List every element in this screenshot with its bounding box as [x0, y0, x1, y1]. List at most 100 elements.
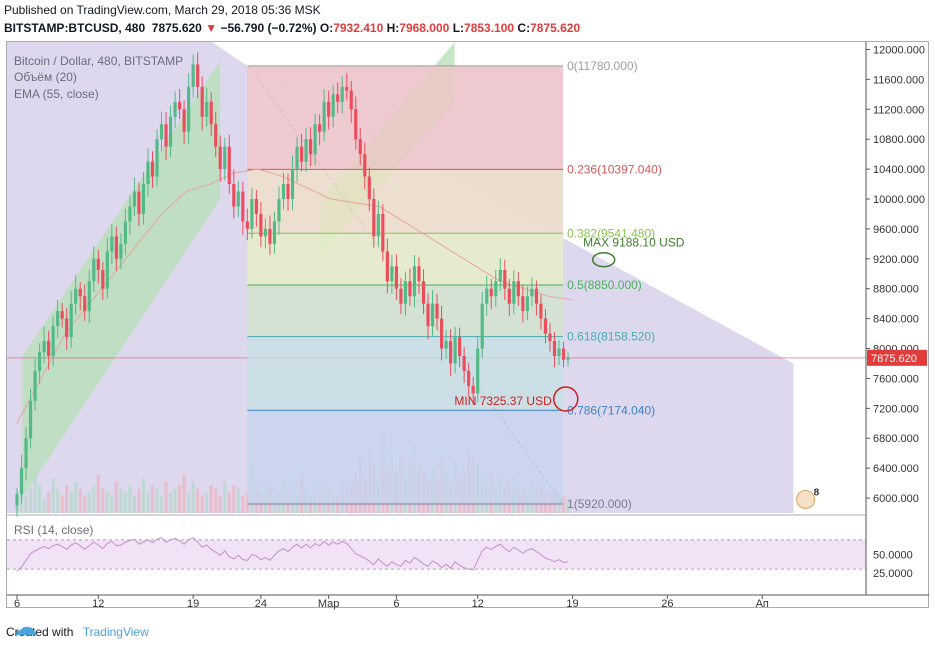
low-value: 7853.100 [464, 21, 515, 35]
rsi-band [7, 539, 866, 570]
max-annotation: MAX 9188.10 USD [583, 236, 685, 250]
candle-body [318, 124, 322, 132]
candle-body [421, 281, 426, 304]
candle-body [412, 266, 417, 297]
candle-body [403, 281, 408, 304]
candle-body [96, 258, 100, 271]
volume-bar [241, 495, 245, 513]
candle-body [476, 348, 480, 394]
x-axis-tick-label: 12 [92, 598, 104, 610]
candle-body [358, 139, 362, 155]
candle-body [394, 266, 398, 289]
y-axis-tick-label: 7600.000 [873, 373, 919, 385]
volume-bar [200, 495, 204, 513]
x-axis-tick-label: 26 [661, 598, 673, 610]
volume-bar [128, 485, 132, 513]
volume-bar [65, 485, 69, 513]
volume-bar [114, 481, 118, 513]
candle-body [191, 64, 195, 87]
candle-body [458, 337, 462, 356]
volume-bar [74, 481, 78, 513]
candle-body [566, 357, 570, 360]
candle-body [439, 318, 444, 349]
y-axis-tick-label: 12000.000 [873, 44, 925, 56]
volume-bar [155, 488, 159, 513]
y-axis-tick-label: 9600.000 [873, 224, 919, 236]
candle-body [516, 281, 520, 297]
volume-bar [105, 492, 109, 513]
high-label: H: [386, 21, 400, 35]
candle-body [281, 184, 286, 199]
candle-body [146, 161, 150, 185]
candle-body [254, 199, 258, 214]
candle-body [485, 288, 489, 304]
volume-bar [110, 495, 114, 513]
candle-body [214, 124, 218, 147]
candle-body [295, 146, 299, 170]
volume-bar [150, 485, 155, 513]
axis-layer: 6000.000 6400.000 6800.000 7200.000 7600.000… [7, 42, 929, 610]
candle-body [543, 318, 548, 334]
tradingview-logo-icon [16, 626, 37, 635]
rsi-pane: 25.0000 50.0000 [7, 537, 913, 580]
volume-bar [51, 478, 55, 513]
volume-bar [146, 492, 150, 513]
fib-level-label: 0.5(8850.000) [567, 278, 642, 292]
candle-body [137, 191, 141, 214]
y-axis-tick-label: 6800.000 [873, 433, 919, 445]
candle-body [110, 236, 114, 252]
candle-body [561, 348, 566, 360]
rising-channel-1 [22, 60, 221, 499]
candle-body [471, 385, 475, 394]
candle-body [530, 288, 534, 297]
candle-body [241, 191, 245, 222]
candle-body [299, 146, 304, 162]
footer-brand[interactable]: TradingView [82, 625, 149, 639]
volume-bar [60, 495, 64, 513]
max-marker [591, 251, 616, 268]
volume-bar [24, 495, 28, 513]
x-axis-tick-label: 24 [255, 598, 267, 610]
candle-body [173, 101, 177, 117]
candle-body [250, 199, 254, 229]
volume-bar [227, 492, 231, 513]
candle-body [345, 86, 349, 91]
candle-body [340, 86, 344, 102]
volume-bar [168, 492, 173, 513]
volume-bar [232, 485, 236, 513]
candle-body [376, 213, 380, 237]
symbol-quote-line: BITSTAMP:BTCUSD, 480 7875.620 ▼ −56.790 … [4, 21, 580, 35]
chart-frame[interactable] [6, 41, 929, 608]
candle-body [552, 341, 557, 356]
volume-bar [69, 492, 73, 513]
volume-bar [92, 485, 96, 513]
volume-bar [182, 474, 186, 513]
candle-body [525, 296, 529, 312]
candle-body [69, 303, 73, 338]
candle-body [313, 124, 317, 155]
candle-body [227, 146, 231, 185]
last-price: 7875.620 [151, 21, 202, 35]
candle-body [236, 191, 240, 207]
fib-level-label: 0.236(10397.040) [567, 162, 662, 176]
candle-body [467, 370, 471, 386]
rsi-tick-label: 25.0000 [873, 568, 913, 580]
candle-body [259, 213, 263, 237]
volume-bar [173, 488, 177, 513]
candle-body [521, 296, 525, 312]
y-axis-tick-label: 6400.000 [873, 463, 919, 475]
candle-body [178, 101, 182, 110]
candle-body [399, 288, 403, 304]
volume-bar [561, 495, 566, 513]
candle-body [74, 288, 78, 304]
candle-body [548, 333, 552, 342]
candle-body [498, 270, 502, 282]
candle-body [449, 341, 453, 364]
candle-body [42, 341, 46, 353]
candle-body [205, 101, 209, 117]
fib-level-label: 0(11780.000) [567, 59, 638, 73]
candle-body [119, 243, 123, 259]
candle-body [245, 221, 249, 229]
candle-body [132, 191, 137, 207]
